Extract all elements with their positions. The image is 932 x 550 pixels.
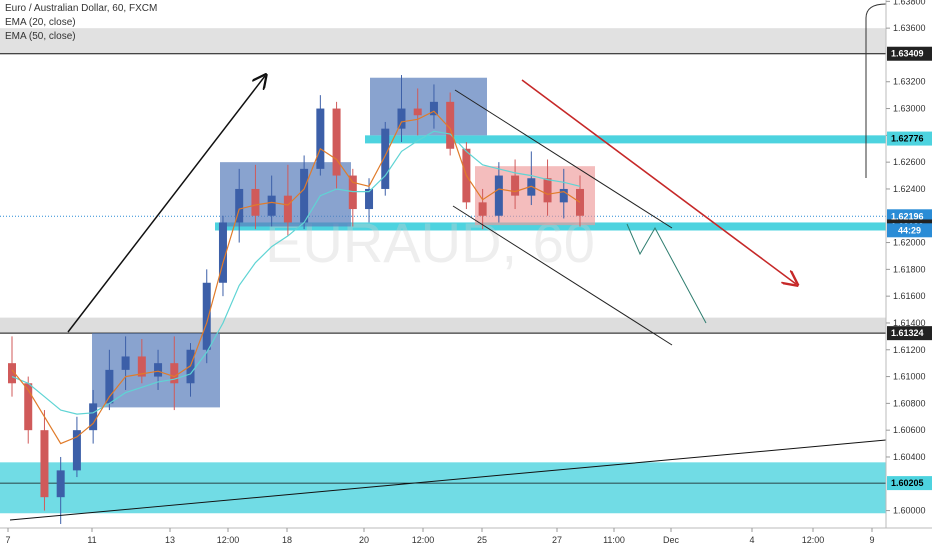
projection-path — [626, 223, 707, 324]
time-axis-bg — [0, 528, 932, 550]
price-tick-label: 1.61400 — [893, 318, 926, 328]
candle-body — [300, 168, 309, 223]
price-tick-label: 1.61200 — [893, 345, 926, 355]
time-tick-label: 11:00 — [603, 535, 625, 545]
candle-body — [559, 188, 568, 203]
candle-body — [72, 430, 81, 471]
price-label-box — [887, 131, 932, 146]
price-label-box — [887, 326, 932, 341]
candle-body — [8, 363, 16, 384]
price-tick-label: 1.63600 — [893, 23, 926, 33]
candle-body — [478, 202, 487, 216]
candle-body — [186, 349, 195, 384]
demand-zone-cyan — [0, 462, 886, 514]
price-tick-label: 1.62400 — [893, 184, 926, 194]
time-tick-label: 11 — [87, 535, 96, 545]
time-tick-label: 12:00 — [217, 535, 240, 545]
candle-body — [429, 101, 438, 116]
time-axis-ticks: 7 11 13 12:00 18 20 12:00 25 27 11:00 Dec 4 12:00 9 — [5, 528, 875, 545]
resistance-line-cyan — [365, 135, 886, 144]
time-tick-label: 4 — [749, 535, 754, 545]
price-tick-label: 1.60600 — [893, 425, 926, 435]
price-label-box — [887, 476, 932, 491]
time-tick-label: 7 — [5, 535, 10, 545]
time-tick-label: 13 — [165, 535, 175, 545]
candle-body — [494, 175, 503, 216]
candle-body — [381, 128, 390, 189]
consolidation-box-3 — [370, 77, 487, 136]
time-tick-label: 27 — [552, 535, 562, 545]
price-tick-label: 1.60400 — [893, 452, 926, 462]
candle-body — [348, 175, 357, 210]
ema50-line — [11, 130, 581, 415]
candle-body — [202, 282, 211, 350]
time-tick-label: 12:00 — [412, 535, 435, 545]
ema20-legend: EMA (20, close) — [5, 17, 76, 28]
candle-body — [89, 403, 98, 431]
candle-body — [105, 369, 114, 404]
candle-body — [316, 108, 325, 169]
price-label-text: 1.63409 — [891, 49, 924, 59]
price-label-text: 1.61324 — [891, 328, 924, 338]
price-label-text: 1.60205 — [891, 478, 924, 488]
price-axis-bg — [886, 0, 932, 528]
candle-body — [543, 178, 552, 203]
price-tick-label: 1.63000 — [893, 104, 926, 114]
time-tick-label: 9 — [869, 535, 874, 545]
candle-body — [121, 356, 130, 370]
candle-body — [332, 108, 341, 176]
ema20-line — [11, 110, 581, 445]
ema50-legend: EMA (50, close) — [5, 31, 76, 42]
candle-body — [154, 363, 163, 377]
price-tick-label: 1.61000 — [893, 372, 926, 382]
support-zone-gray — [0, 317, 886, 334]
downtrend-arrow — [521, 79, 796, 284]
candle-body — [170, 363, 179, 384]
candle-body — [267, 195, 276, 216]
candle-body — [446, 101, 455, 149]
channel-bottom-line — [452, 205, 673, 346]
price-tick-label: 1.60800 — [893, 398, 926, 408]
candle-body — [397, 108, 406, 129]
countdown-box — [887, 223, 932, 238]
channel-top-line — [454, 89, 673, 229]
time-tick-label: 18 — [282, 535, 292, 545]
price-label-box — [887, 46, 932, 61]
price-tick-label: 1.63200 — [893, 77, 926, 87]
price-tick-label: 1.62000 — [893, 238, 926, 248]
time-tick-label: 20 — [359, 535, 369, 545]
time-tick-label: 12:00 — [802, 535, 825, 545]
price-label-text: 1.62776 — [891, 134, 924, 144]
time-tick-label: Dec — [663, 535, 680, 545]
uptrend-arrow — [67, 76, 265, 333]
resistance-zone-gray — [0, 28, 886, 54]
candle-body — [251, 188, 260, 216]
candle-body — [56, 470, 65, 498]
candle-body — [40, 430, 49, 498]
candle-body — [413, 108, 422, 116]
price-tick-label: 1.62600 — [893, 157, 926, 167]
candle-body — [235, 188, 244, 223]
price-tick-label: 1.63800 — [893, 0, 926, 6]
time-tick-label: 25 — [477, 535, 487, 545]
support-line-cyan — [215, 222, 886, 231]
candle-body — [218, 222, 227, 283]
symbol-title: Euro / Australian Dollar, 60, FXCM — [5, 3, 158, 14]
price-label-text: 1.62196 — [891, 211, 924, 221]
long-trendline — [9, 439, 887, 521]
measure-bracket — [865, 3, 887, 178]
price-tick-label: 1.60000 — [893, 506, 926, 516]
price-tick-label: 1.61800 — [893, 264, 926, 274]
candle-body — [283, 195, 292, 223]
price-tick-label: 1.61600 — [893, 291, 926, 301]
candle-body — [24, 383, 33, 431]
candle-body — [365, 188, 374, 210]
candle-body — [511, 175, 520, 196]
candle-body — [137, 356, 146, 377]
countdown-text: 44:29 — [898, 225, 921, 235]
